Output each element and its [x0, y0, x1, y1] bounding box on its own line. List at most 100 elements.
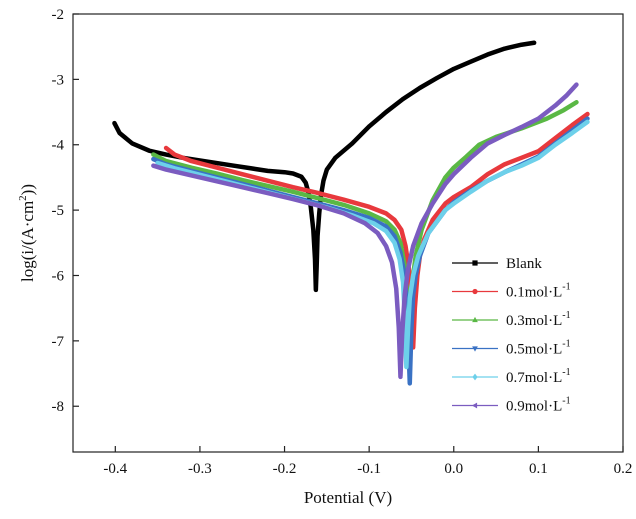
data-point: [536, 155, 540, 160]
data-point: [384, 228, 388, 234]
legend-label-text: Blank: [506, 256, 542, 272]
y-tick-label: -6: [52, 268, 65, 284]
legend-entry: 0.3mol·L-1: [452, 310, 571, 329]
data-point: [363, 221, 367, 225]
data-point: [532, 41, 536, 45]
legend-label-sup: -1: [562, 310, 570, 321]
data-point: [469, 60, 473, 64]
data-point: [519, 125, 523, 129]
data-point: [553, 103, 557, 108]
data-point: [570, 123, 574, 127]
data-point: [282, 170, 287, 174]
data-point: [411, 273, 415, 278]
y-axis-title: log(i/(A·cm2)): [17, 184, 37, 282]
x-tick-label: -0.4: [103, 461, 127, 477]
legend-label-text: 0.3mol·L: [506, 313, 562, 329]
data-point: [350, 141, 354, 146]
legend-label: 0.3mol·L-1: [506, 310, 571, 329]
data-point: [464, 154, 469, 158]
data-point: [291, 171, 295, 176]
data-point: [443, 175, 448, 179]
data-point: [249, 166, 253, 170]
legend-marker: [472, 346, 478, 352]
legend-label: 0.7mol·L-1: [506, 367, 571, 386]
data-point: [394, 286, 398, 291]
legend-entry: 0.7mol·L-1: [452, 367, 571, 386]
data-point: [316, 196, 321, 200]
data-point: [392, 240, 397, 245]
data-point: [409, 326, 414, 330]
data-point: [452, 195, 456, 199]
y-axis-title-close: )): [18, 184, 37, 195]
data-point: [367, 211, 371, 215]
data-point: [189, 165, 194, 169]
data-point: [325, 167, 329, 172]
x-tick-label: 0.2: [614, 461, 633, 477]
data-point: [215, 171, 219, 175]
data-point: [400, 332, 404, 337]
data-point: [502, 133, 506, 137]
data-point: [384, 225, 388, 229]
legend-marker: [472, 288, 478, 295]
legend-marker: [472, 373, 478, 381]
data-point: [443, 201, 447, 206]
legend-label-text: 0.1mol·L: [506, 285, 562, 301]
series-line: [151, 82, 579, 380]
data-point: [416, 253, 420, 258]
data-point: [265, 191, 269, 195]
data-point: [486, 178, 490, 183]
data-point: [408, 382, 412, 386]
y-tick-label: -8: [52, 399, 65, 415]
legend-label: Blank: [506, 256, 542, 272]
legend-marker: [471, 402, 478, 409]
data-point: [443, 182, 447, 186]
legend: Blank0.1mol·L-10.3mol·L-10.5mol·L-10.7mo…: [452, 256, 571, 415]
data-point: [316, 203, 320, 208]
data-point: [452, 165, 456, 169]
data-point: [315, 234, 320, 238]
data-point: [426, 230, 430, 236]
legend-label: 0.1mol·L-1: [506, 282, 571, 301]
data-point: [553, 142, 557, 147]
legend-label-text: 0.5mol·L: [506, 342, 562, 358]
data-point: [240, 172, 244, 176]
data-point: [404, 364, 408, 370]
legend-entry: 0.9mol·L-1: [452, 396, 571, 415]
series-layer: [112, 40, 590, 386]
data-point: [574, 82, 578, 87]
data-point: [189, 159, 194, 163]
data-point: [398, 240, 403, 245]
legend-label-sup: -1: [562, 282, 570, 293]
y-tick-label: -3: [52, 72, 65, 88]
data-point: [519, 156, 524, 160]
y-tick-label: -7: [52, 334, 65, 350]
data-point: [316, 191, 320, 195]
data-point: [406, 325, 410, 330]
data-point: [232, 164, 236, 168]
data-point: [469, 189, 473, 194]
data-point: [130, 141, 134, 146]
data-point: [399, 228, 403, 232]
data-point: [418, 86, 422, 90]
data-point: [266, 169, 270, 173]
data-point: [411, 244, 415, 248]
data-point: [342, 202, 346, 207]
data-point: [443, 208, 447, 213]
data-point: [266, 179, 270, 183]
data-point: [570, 130, 574, 136]
x-tick-label: -0.3: [188, 461, 212, 477]
data-point: [384, 244, 388, 248]
data-point: [486, 172, 490, 176]
data-point: [291, 189, 295, 194]
data-point: [392, 218, 397, 222]
data-point: [536, 116, 540, 121]
axis-ticks: -0.4 -0.3 -0.2 -0.1 0.0 0.1 0.2 -8 -7 -6 -5 -4 -3 -2: [52, 7, 633, 477]
legend-label-sup: -1: [562, 396, 570, 407]
legend-marker: [472, 316, 478, 323]
x-tick-label: 0.1: [529, 461, 548, 477]
data-point: [164, 146, 168, 150]
data-point: [435, 76, 439, 80]
legend-label-text: 0.7mol·L: [506, 370, 562, 386]
y-axis-title-main: log(i/(A·cm: [18, 201, 37, 282]
legend-label-text: 0.9mol·L: [506, 399, 562, 415]
